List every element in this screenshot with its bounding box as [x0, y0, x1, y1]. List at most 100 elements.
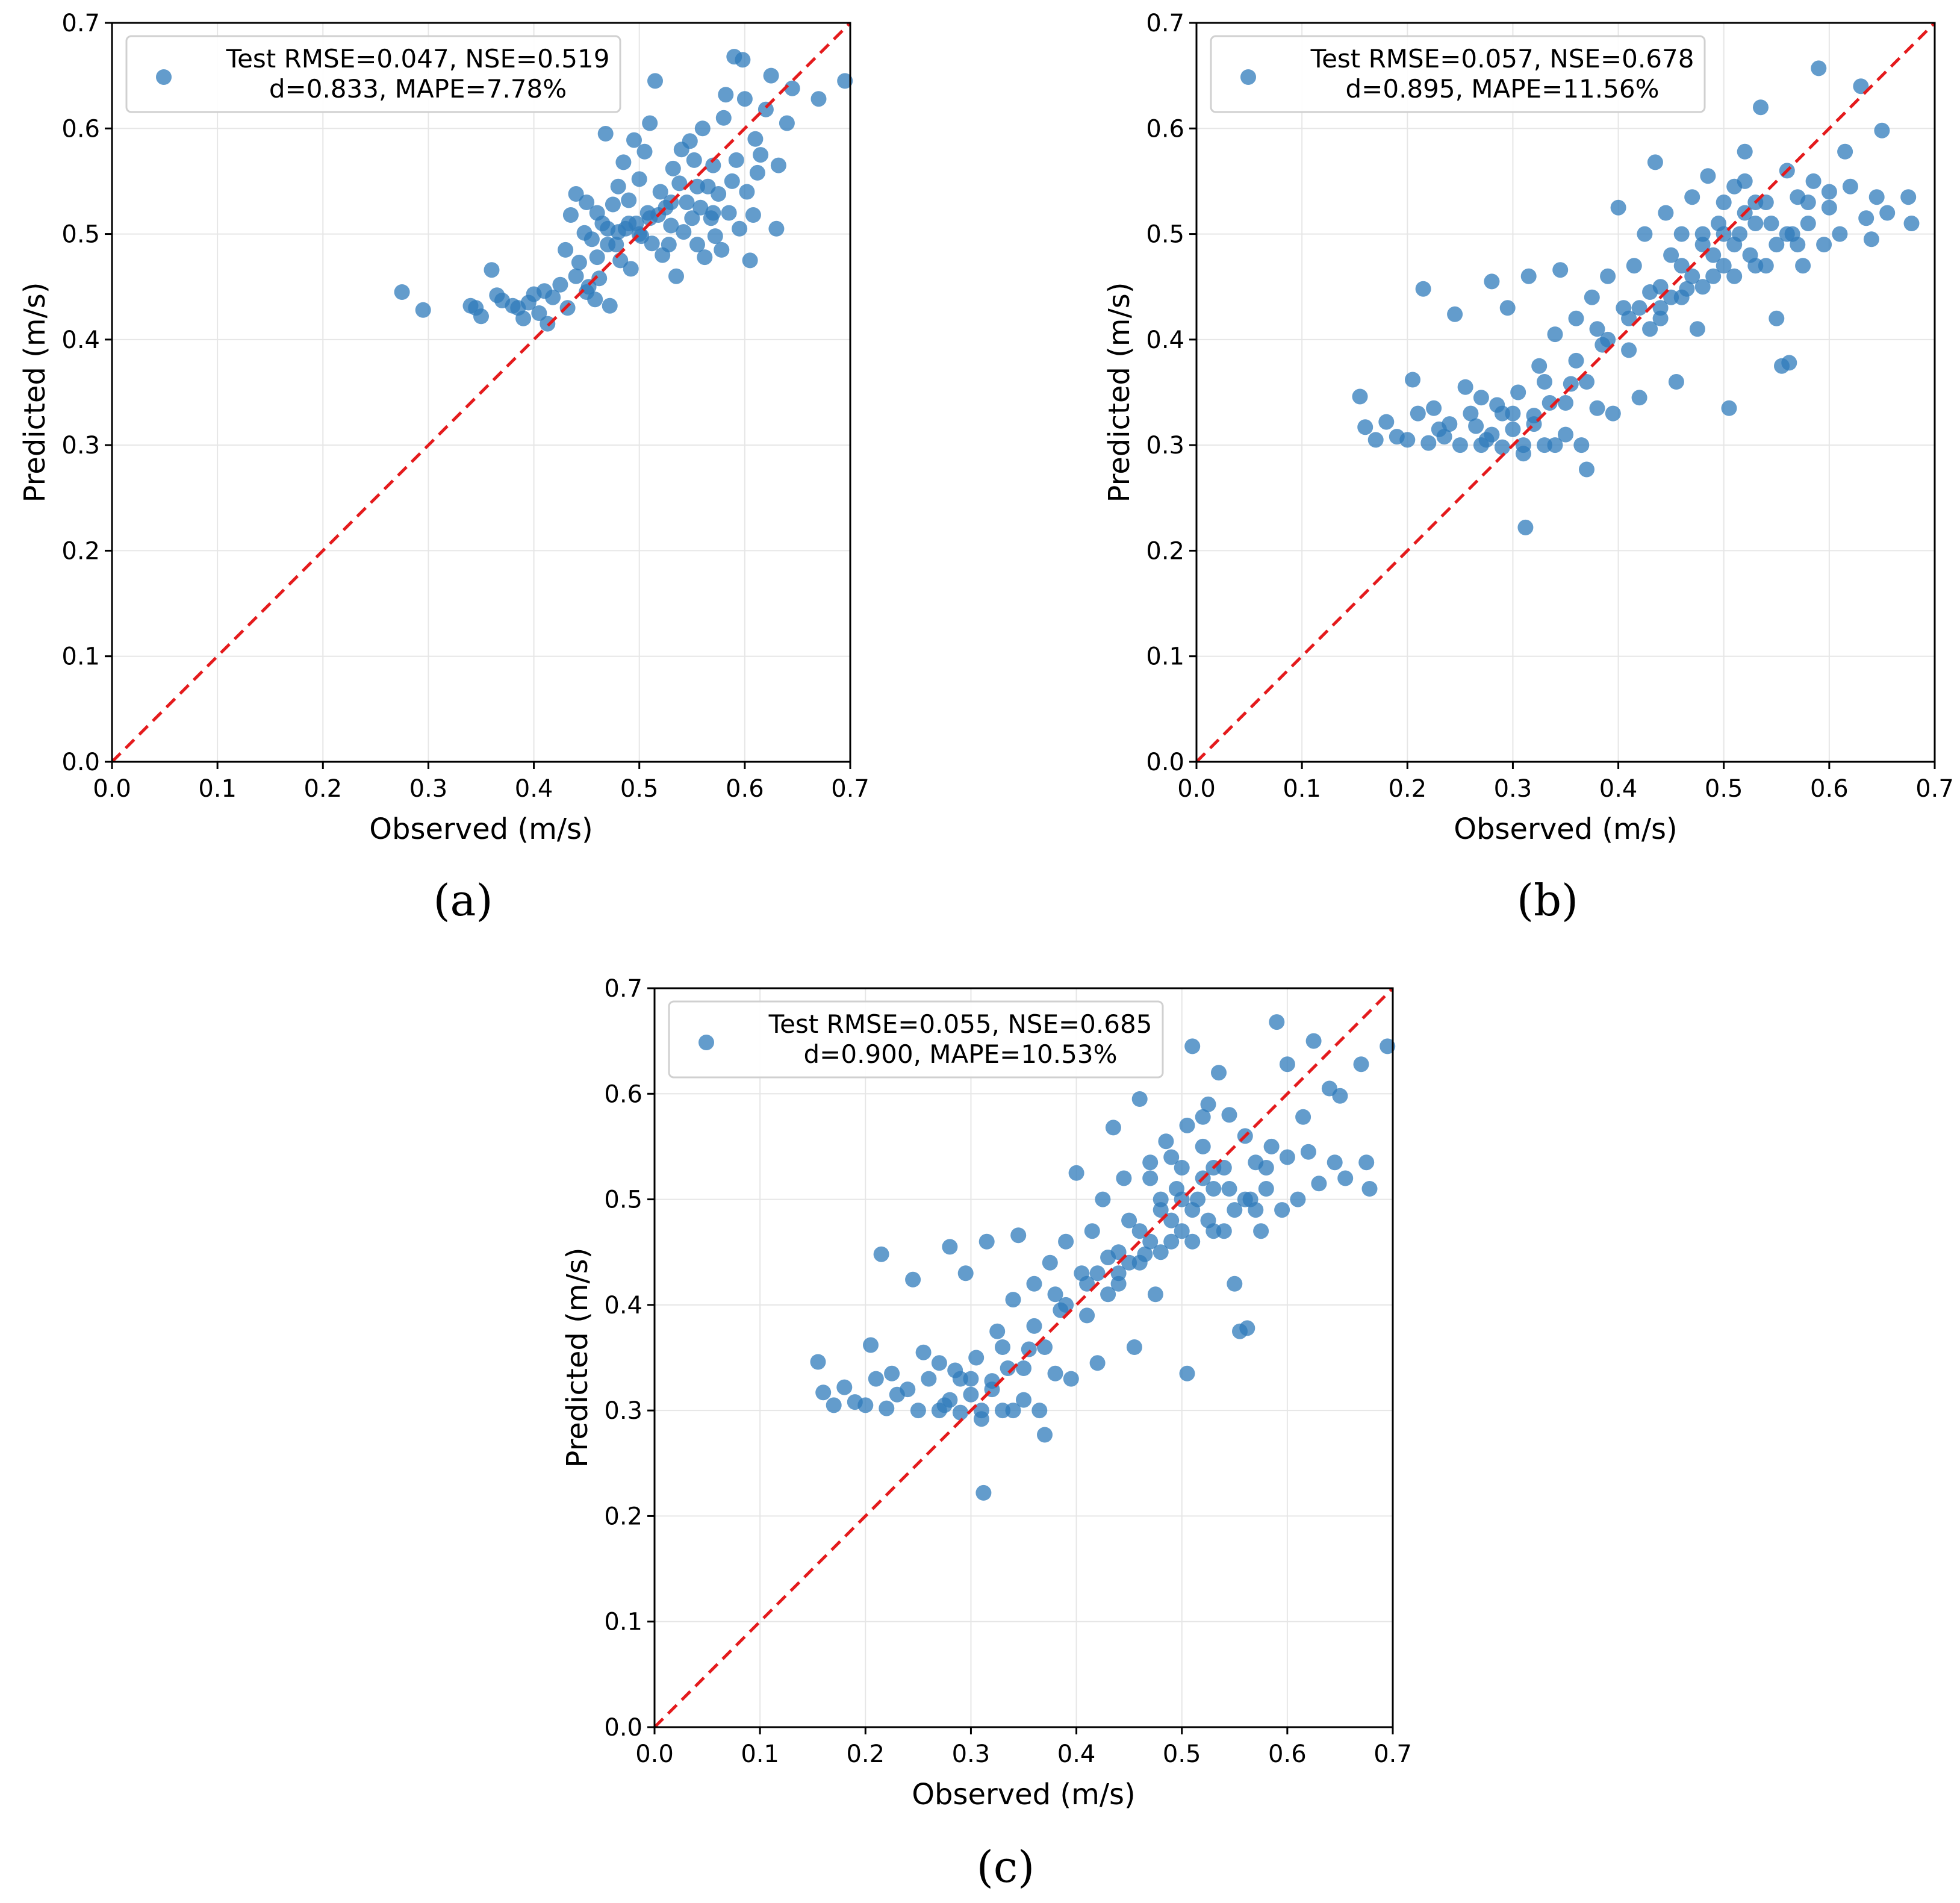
scatter-point [679, 195, 695, 210]
scatter-point [1842, 178, 1858, 195]
scatter-point [900, 1381, 916, 1398]
scatter-point [942, 1392, 958, 1408]
scatter-point [728, 152, 744, 168]
scatter-point [1642, 321, 1658, 337]
scatter-point [665, 160, 681, 176]
scatter-point [621, 216, 637, 231]
scatter-point [1131, 1254, 1148, 1271]
scatter-point [1353, 1056, 1369, 1073]
scatter-point [1147, 1286, 1163, 1303]
scatter-point [1211, 1065, 1227, 1081]
scatter-point [1605, 405, 1621, 422]
scatter-point [739, 184, 755, 200]
scatter-point [1684, 268, 1700, 284]
x-tick-label: 0.4 [1599, 775, 1638, 803]
scatter-point [707, 228, 723, 244]
scatter-point [1179, 1365, 1195, 1381]
scatter-point [589, 249, 605, 266]
scatter-point [663, 217, 679, 234]
scatter-point [1568, 352, 1584, 369]
scatter-point [1700, 168, 1716, 184]
scatter-point [610, 178, 626, 195]
scatter-point [1800, 216, 1816, 231]
legend-marker [1240, 69, 1256, 85]
scatter-point [1457, 379, 1473, 395]
identity-line [1195, 22, 1936, 763]
scatter-point [1131, 1223, 1148, 1239]
scatter-point [1089, 1355, 1106, 1371]
scatter-point [1206, 1181, 1222, 1197]
y-tick-label: 0.0 [61, 749, 100, 776]
scatter-point [1100, 1286, 1116, 1303]
scatter-point [1068, 1165, 1084, 1181]
scatter-point [978, 1233, 995, 1250]
scatter-point [552, 276, 568, 293]
x-tick-label: 0.7 [831, 775, 870, 803]
scatter-point [1668, 374, 1684, 390]
y-tick-label: 0.5 [61, 221, 100, 249]
scatter-point [1327, 1154, 1343, 1171]
scatter-point [1361, 1181, 1378, 1197]
plot-frame [111, 22, 851, 763]
scatter-point [1399, 432, 1416, 448]
x-tick-label: 0.4 [1057, 1740, 1096, 1768]
scatter-point [562, 207, 579, 223]
legend-line-2: d=0.833, MAPE=7.78% [269, 74, 567, 104]
scatter-point [1537, 374, 1552, 390]
scatter-point [1468, 418, 1484, 434]
scatter-point [1705, 247, 1722, 263]
scatter-point [644, 235, 660, 252]
y-tick-label: 0.5 [604, 1186, 642, 1214]
scatter-point [1837, 143, 1853, 160]
scatter-point [1747, 258, 1764, 274]
scatter-point [1153, 1244, 1169, 1260]
scatter-point [1494, 439, 1510, 455]
scatter-point [1142, 1170, 1159, 1186]
scatter-point [1415, 281, 1431, 297]
scatter-point [610, 224, 626, 240]
scatter-point [915, 1344, 932, 1360]
scatter-point [1879, 205, 1896, 221]
scatter-point [1037, 1427, 1053, 1443]
scatter-point [676, 224, 692, 240]
scatter-point [1063, 1371, 1079, 1387]
scatter-point [1000, 1360, 1016, 1376]
scatter-point [1126, 1339, 1142, 1355]
y-axis-label: Predicted (m/s) [561, 1248, 594, 1468]
scatter-point [1573, 437, 1590, 453]
x-axis-label: Observed (m/s) [1454, 812, 1678, 846]
y-tick-label: 0.0 [604, 1714, 642, 1742]
scatter-point [711, 186, 727, 202]
scatter-point [1452, 437, 1468, 453]
scatter-point [732, 220, 748, 237]
scatter-point [1221, 1181, 1237, 1197]
x-tick-label: 0.6 [1268, 1740, 1307, 1768]
scatter-point [1005, 1403, 1021, 1419]
y-tick-label: 0.3 [61, 432, 100, 459]
scatter-point [602, 297, 618, 314]
scatter-point [1337, 1170, 1354, 1186]
scatter-point [1463, 405, 1479, 422]
x-tick-label: 0.2 [846, 1740, 885, 1768]
scatter-point [1763, 216, 1779, 231]
scatter-point [1311, 1176, 1327, 1192]
scatter-point [1626, 258, 1642, 274]
scatter-point [1631, 300, 1647, 316]
scatter-point [1290, 1191, 1306, 1207]
scatter-point [942, 1239, 958, 1255]
scatter-point [995, 1339, 1010, 1355]
x-axis-label: Observed (m/s) [369, 812, 593, 846]
scatter-point [1221, 1107, 1237, 1123]
scatter-point [597, 126, 614, 142]
scatter-point [1663, 247, 1679, 263]
scatter-point [747, 131, 764, 147]
scatter-point [931, 1403, 947, 1419]
scatter-point [558, 241, 574, 258]
scatter-point [1510, 384, 1526, 400]
scatter-point [1110, 1244, 1127, 1260]
scatter-point [705, 205, 721, 221]
scatter-point [1253, 1223, 1269, 1239]
x-tick-label: 0.1 [1283, 775, 1321, 803]
